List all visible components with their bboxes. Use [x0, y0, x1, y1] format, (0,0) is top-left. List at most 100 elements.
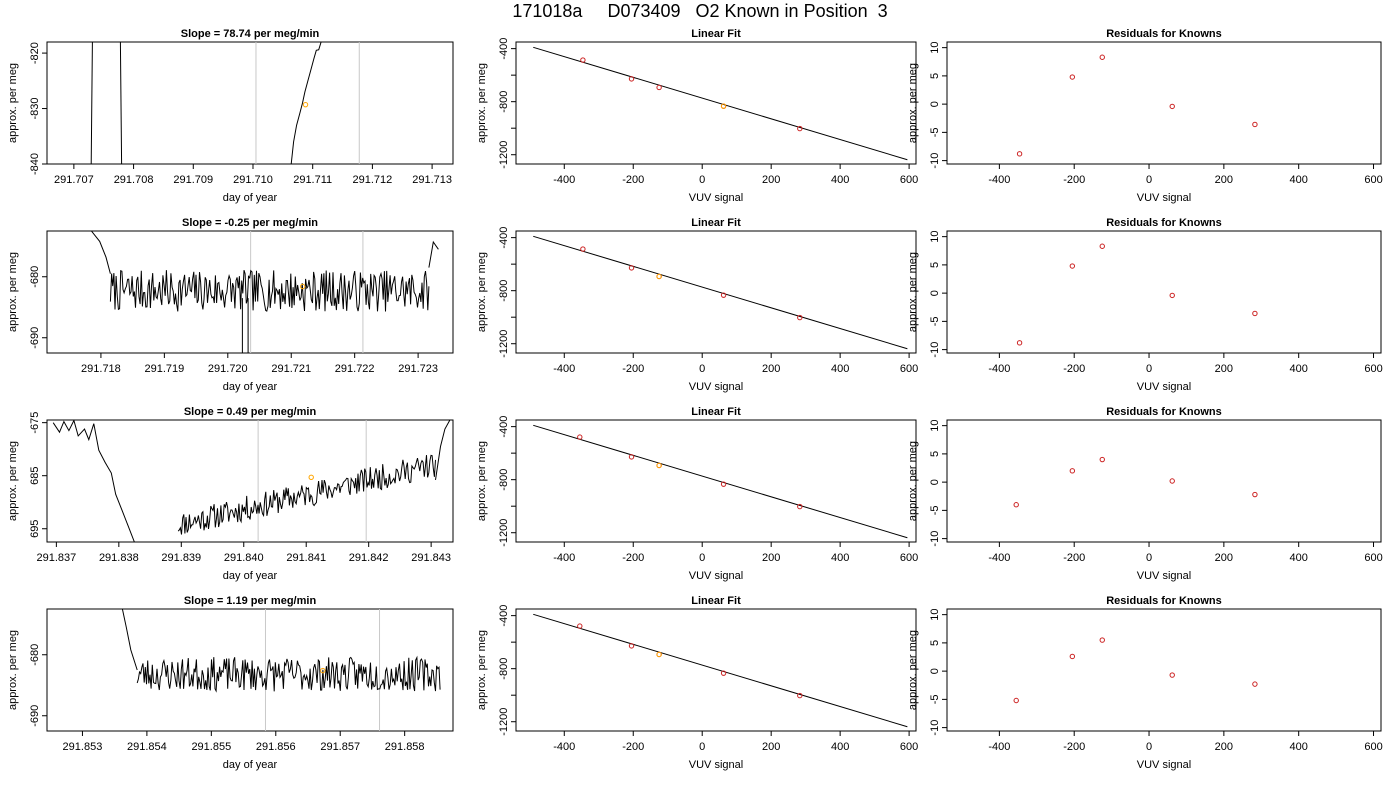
highlight-point — [656, 462, 662, 469]
y-tick-label: 0 — [929, 101, 941, 107]
x-tick-label: 0 — [699, 363, 705, 375]
x-tick-label: 0 — [699, 741, 705, 753]
panel-title: Slope = 78.74 per meg/min — [181, 28, 320, 40]
y-tick-label: -400 — [498, 605, 510, 627]
data-point — [720, 670, 727, 676]
x-tick-label: 600 — [1364, 552, 1382, 564]
x-tick-label: 200 — [762, 174, 780, 186]
plot-frame — [515, 419, 917, 543]
plot-frame — [946, 230, 1382, 354]
data-point — [577, 434, 583, 440]
panel-title: Residuals for Knowns — [1106, 217, 1222, 229]
y-axis-label: approx. per meg — [907, 63, 919, 143]
x-tick-label: -200 — [1063, 363, 1085, 375]
plot-area — [1016, 54, 1258, 157]
x-axis-label: VUV signal — [689, 381, 743, 393]
y-tick-label: -1200 — [498, 519, 510, 547]
panel-title: Linear Fit — [691, 406, 741, 418]
x-tick-label: 291.710 — [233, 174, 273, 186]
data-line — [121, 609, 138, 671]
panel-4-3: Residuals for Knowns -400 -200 0 200 400 600 -1… — [907, 595, 1383, 771]
y-tick-label: -5 — [929, 127, 941, 137]
data-line-noisy — [109, 269, 430, 312]
plot-area — [533, 235, 908, 350]
x-tick-label: 200 — [1215, 552, 1233, 564]
data-point — [1016, 151, 1023, 157]
panel-3-2: Linear Fit -400 -200 0 200 400 600 -1200 -800 -40… — [476, 406, 918, 582]
x-tick-label: 291.712 — [353, 174, 393, 186]
y-tick-label: -10 — [929, 153, 941, 169]
x-tick-label: 291.856 — [256, 741, 296, 753]
x-tick-label: 400 — [831, 552, 849, 564]
y-tick-label: -1200 — [498, 330, 510, 358]
x-tick-label: 291.855 — [191, 741, 231, 753]
y-tick-label: 0 — [929, 668, 941, 674]
data-line — [91, 231, 111, 274]
plot-area — [533, 613, 908, 728]
plot-area — [1016, 243, 1258, 346]
x-tick-label: 291.858 — [385, 741, 425, 753]
y-axis-label: approx. per meg — [476, 63, 488, 143]
data-point — [656, 84, 662, 91]
plot-frame — [515, 608, 917, 732]
highlight-marker — [308, 474, 314, 480]
x-tick-label: 600 — [900, 174, 918, 186]
data-point — [1099, 456, 1105, 463]
x-tick-label: 291.720 — [208, 363, 248, 375]
data-point — [1169, 672, 1175, 678]
x-axis-label: day of year — [223, 381, 278, 393]
x-tick-label: 400 — [1290, 174, 1308, 186]
y-tick-label: 0 — [929, 479, 941, 485]
panel-1-2: Linear Fit -400 -200 0 200 400 600 -1200 -800 -40… — [476, 28, 918, 204]
plot-area — [1013, 637, 1258, 704]
x-tick-label: -400 — [553, 174, 575, 186]
panel-2-2: Linear Fit -400 -200 0 200 400 600 -1200 -800 -40… — [476, 217, 918, 393]
page-title: 171018a D073409 O2 Known in Position 3 — [512, 1, 888, 21]
y-axis-label: approx. per meg — [907, 252, 919, 332]
panel-1-3: Residuals for Knowns -400 -200 0 200 400 600 -1… — [907, 28, 1383, 204]
x-tick-label: 291.713 — [412, 174, 452, 186]
y-axis-label: approx. per meg — [7, 252, 19, 332]
x-tick-label: -400 — [988, 174, 1010, 186]
x-tick-label: 291.723 — [398, 363, 438, 375]
x-tick-label: -400 — [988, 552, 1010, 564]
fit-line — [533, 424, 908, 539]
x-tick-label: -400 — [988, 363, 1010, 375]
data-point — [797, 503, 803, 510]
data-point — [1252, 681, 1258, 687]
y-tick-label: -1200 — [498, 141, 510, 169]
data-line — [90, 42, 123, 164]
x-tick-label: 291.722 — [335, 363, 375, 375]
x-tick-label: -200 — [1063, 552, 1085, 564]
data-point — [1169, 478, 1175, 484]
x-tick-label: 291.838 — [99, 552, 139, 564]
x-tick-label: 200 — [1215, 174, 1233, 186]
y-axis-label: approx. per meg — [7, 441, 19, 521]
data-point — [1013, 502, 1019, 508]
y-tick-label: 5 — [929, 451, 941, 457]
y-tick-label: 695 — [29, 520, 41, 538]
data-line-tail — [435, 420, 451, 480]
x-tick-label: 291.718 — [81, 363, 121, 375]
plot-frame — [946, 608, 1382, 732]
fit-line — [533, 613, 908, 728]
data-point — [628, 265, 635, 271]
x-tick-label: 0 — [1146, 741, 1152, 753]
x-axis-label: VUV signal — [1137, 192, 1191, 204]
data-line-tail — [428, 240, 439, 268]
x-tick-label: 0 — [699, 552, 705, 564]
plot-frame — [946, 419, 1382, 543]
plot-frame — [46, 41, 454, 165]
y-tick-label: 5 — [929, 262, 941, 268]
y-tick-label: -800 — [498, 91, 510, 113]
data-point — [1013, 697, 1019, 704]
y-tick-label: -820 — [29, 42, 41, 64]
y-axis-label: approx. per meg — [476, 252, 488, 332]
y-tick-label: -5 — [929, 316, 941, 326]
y-tick-label: -800 — [498, 469, 510, 491]
x-tick-label: 400 — [831, 363, 849, 375]
data-point — [1069, 74, 1076, 80]
x-tick-label: 291.708 — [114, 174, 154, 186]
x-tick-label: 291.839 — [161, 552, 201, 564]
